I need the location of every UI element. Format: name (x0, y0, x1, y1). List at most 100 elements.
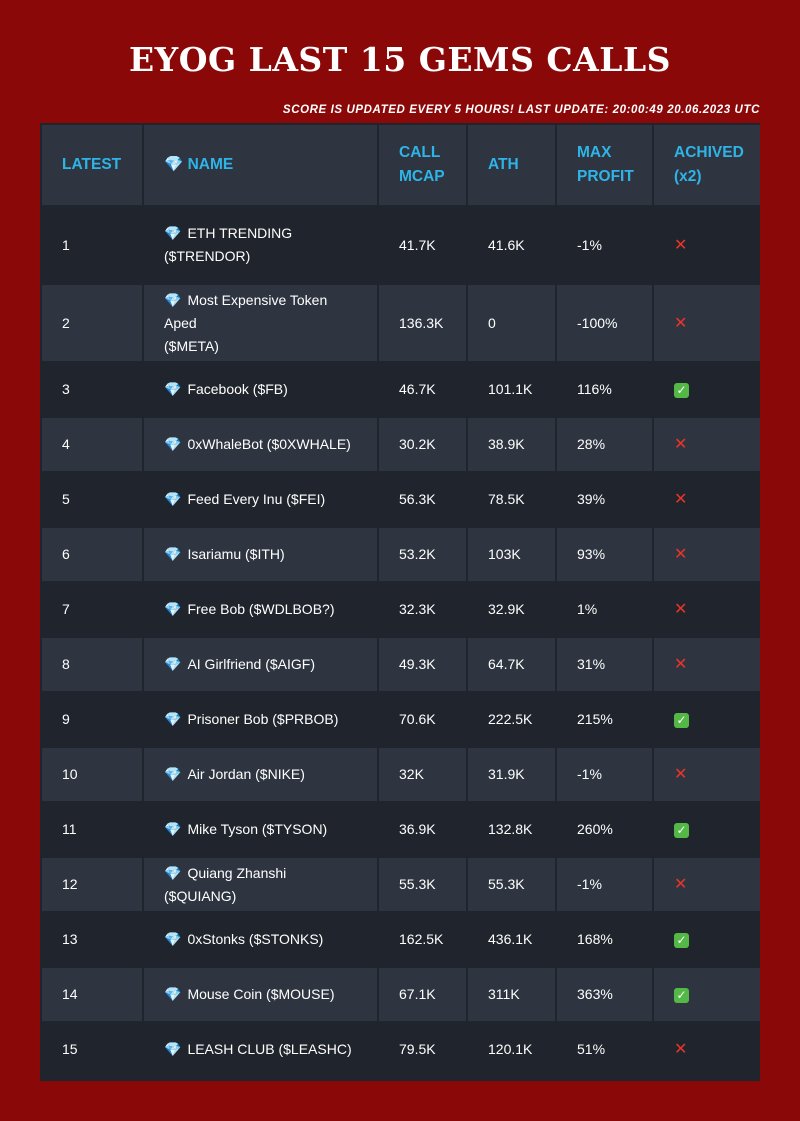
token-name: Most Expensive Token Aped (164, 291, 328, 331)
cell-achieved: ✕ (654, 528, 760, 581)
cell-max-profit: 260% (557, 803, 652, 856)
cell-call-mcap: 36.9K (379, 803, 466, 856)
table-row: 13 💎 0xStonks ($STONKS) 162.5K 436.1K 168% ✓ (42, 913, 760, 966)
column-header-achieved[interactable]: ACHIVED (x2) (654, 125, 760, 205)
cell-achieved: ✕ (654, 858, 760, 911)
cell-achieved: ✕ (654, 1023, 760, 1076)
cell-call-mcap: 56.3K (379, 473, 466, 526)
token-name: Isariamu ($ITH) (187, 546, 285, 562)
gem-icon: 💎 (164, 436, 182, 452)
token-ticker: ($META) (164, 337, 219, 354)
cell-call-mcap: 41.7K (379, 207, 466, 283)
cell-ath: 41.6K (468, 207, 555, 283)
token-name: Prisoner Bob ($PRBOB) (187, 711, 339, 727)
cell-ath: 55.3K (468, 858, 555, 911)
cell-max-profit: -1% (557, 207, 652, 283)
token-name: 0xWhaleBot ($0XWHALE) (187, 436, 351, 452)
cell-call-mcap: 32.3K (379, 583, 466, 636)
column-header-max-profit[interactable]: MAX PROFIT (557, 125, 652, 205)
cell-name: 💎 Prisoner Bob ($PRBOB) (144, 693, 377, 746)
column-header-latest[interactable]: LATEST (42, 125, 142, 205)
cell-ath: 32.9K (468, 583, 555, 636)
cross-mark-icon: ✕ (674, 601, 688, 618)
cell-latest: 8 (42, 638, 142, 691)
cross-mark-icon: ✕ (674, 546, 688, 563)
cell-max-profit: 28% (557, 418, 652, 471)
cell-latest: 11 (42, 803, 142, 856)
token-name: Mouse Coin ($MOUSE) (187, 986, 335, 1002)
cell-call-mcap: 136.3K (379, 285, 466, 361)
cell-ath: 38.9K (468, 418, 555, 471)
cell-name: 💎 0xStonks ($STONKS) (144, 913, 377, 966)
cell-ath: 132.8K (468, 803, 555, 856)
cell-max-profit: 51% (557, 1023, 652, 1076)
cell-ath: 64.7K (468, 638, 555, 691)
cell-achieved: ✕ (654, 748, 760, 801)
cross-mark-icon: ✕ (674, 876, 688, 893)
token-name: Air Jordan ($NIKE) (187, 766, 305, 782)
cell-name: 💎 Free Bob ($WDLBOB?) (144, 583, 377, 636)
cell-ath: 103K (468, 528, 555, 581)
cell-latest: 4 (42, 418, 142, 471)
gem-icon: 💎 (164, 491, 182, 507)
cell-name: 💎 Most Expensive Token Aped ($META) (144, 285, 377, 361)
token-ticker: ($TRENDOR) (164, 248, 251, 264)
column-header-call-mcap[interactable]: CALL MCAP (379, 125, 466, 205)
gem-icon: 💎 (164, 601, 182, 617)
cell-name: 💎 Isariamu ($ITH) (144, 528, 377, 581)
cross-mark-icon: ✕ (674, 766, 688, 783)
cell-max-profit: -1% (557, 858, 652, 911)
token-name: Quiang Zhanshi ($QUIANG) (164, 864, 287, 904)
column-header-name[interactable]: 💎 NAME (144, 125, 377, 205)
gems-table: LATEST 💎 NAME CALL MCAP ATH MAX PROFIT A… (40, 123, 760, 1078)
cell-max-profit: 363% (557, 968, 652, 1021)
cell-max-profit: 1% (557, 583, 652, 636)
table-row: 7 💎 Free Bob ($WDLBOB?) 32.3K 32.9K 1% ✕ (42, 583, 760, 636)
cell-max-profit: 215% (557, 693, 652, 746)
cell-call-mcap: 70.6K (379, 693, 466, 746)
cell-name: 💎 ETH TRENDING ($TRENDOR) (144, 207, 377, 283)
gem-icon: 💎 (164, 546, 182, 562)
cell-latest: 13 (42, 913, 142, 966)
cell-latest: 10 (42, 748, 142, 801)
cell-name: 💎 Mike Tyson ($TYSON) (144, 803, 377, 856)
cell-max-profit: -1% (557, 748, 652, 801)
cell-ath: 436.1K (468, 913, 555, 966)
page-title: EYOG LAST 15 GEMS CALLS (128, 40, 671, 79)
token-name: 0xStonks ($STONKS) (187, 931, 324, 947)
cell-name: 💎 Mouse Coin ($MOUSE) (144, 968, 377, 1021)
table-row: 9 💎 Prisoner Bob ($PRBOB) 70.6K 222.5K 215% ✓ (42, 693, 760, 746)
cross-mark-icon: ✕ (674, 1041, 688, 1058)
cross-mark-icon: ✕ (674, 236, 688, 254)
cell-name: 💎 AI Girlfriend ($AIGF) (144, 638, 377, 691)
cell-max-profit: 168% (557, 913, 652, 966)
cell-ath: 78.5K (468, 473, 555, 526)
cell-call-mcap: 67.1K (379, 968, 466, 1021)
table-row: 3 💎 Facebook ($FB) 46.7K 101.1K 116% ✓ (42, 363, 760, 416)
cross-mark-icon: ✕ (674, 314, 688, 332)
gem-icon: 💎 (164, 381, 182, 397)
cell-achieved: ✓ (654, 803, 760, 856)
gem-icon: 💎 (164, 711, 182, 727)
gem-icon: 💎 (164, 986, 182, 1002)
cell-ath: 311K (468, 968, 555, 1021)
check-mark-icon: ✓ (674, 933, 689, 948)
cell-achieved: ✕ (654, 583, 760, 636)
table-row: 4 💎 0xWhaleBot ($0XWHALE) 30.2K 38.9K 28% ✕ (42, 418, 760, 471)
cell-achieved: ✕ (654, 638, 760, 691)
table-row: 2 💎 Most Expensive Token Aped ($META) 136.3K… (42, 285, 760, 361)
table-row: 11 💎 Mike Tyson ($TYSON) 36.9K 132.8K 260% ✓ (42, 803, 760, 856)
token-name: ETH TRENDING (187, 225, 293, 241)
cell-call-mcap: 30.2K (379, 418, 466, 471)
token-name: AI Girlfriend ($AIGF) (187, 656, 316, 672)
column-header-ath[interactable]: ATH (468, 125, 555, 205)
check-mark-icon: ✓ (674, 713, 689, 728)
gem-icon: 💎 (164, 291, 182, 308)
table-header-row: LATEST 💎 NAME CALL MCAP ATH MAX PROFIT A… (42, 125, 760, 205)
token-name: Feed Every Inu ($FEI) (187, 491, 326, 507)
cell-name: 💎 Facebook ($FB) (144, 363, 377, 416)
gem-icon: 💎 (164, 766, 182, 782)
cell-latest: 14 (42, 968, 142, 1021)
cell-achieved: ✓ (654, 363, 760, 416)
cell-call-mcap: 79.5K (379, 1023, 466, 1076)
